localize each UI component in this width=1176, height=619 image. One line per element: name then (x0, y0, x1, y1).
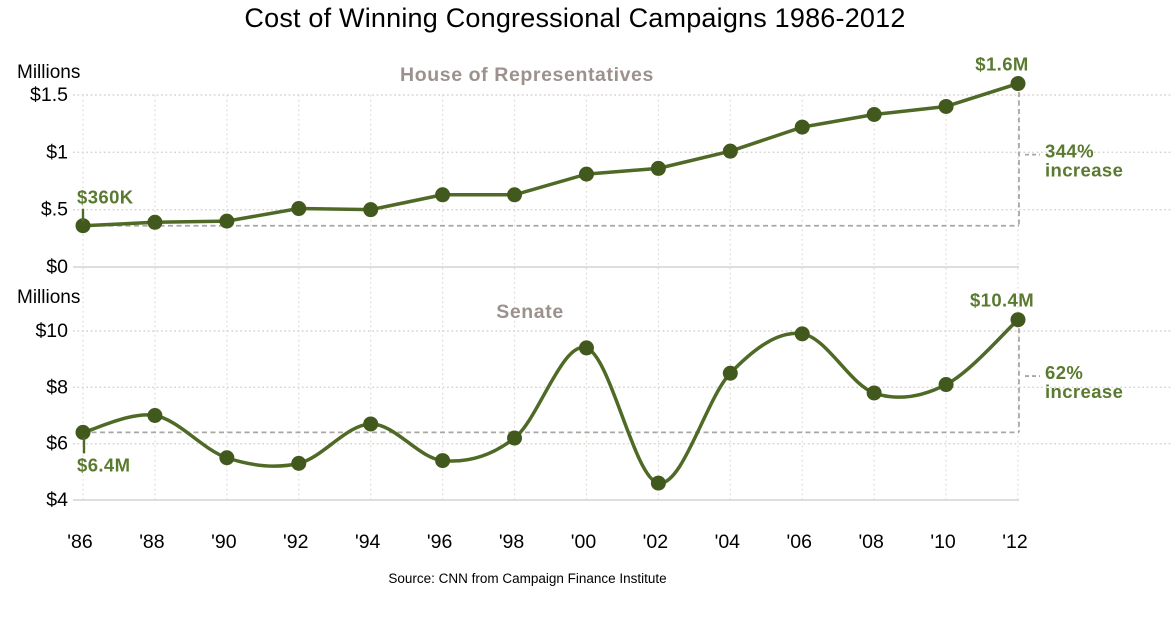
house-increase-guides (83, 83, 1040, 227)
x-tick-label: '98 (499, 531, 524, 553)
house-data-point (794, 119, 810, 135)
x-tick-label: '96 (427, 531, 452, 553)
senate-increase-guides (83, 319, 1040, 434)
x-tick-label: '08 (858, 531, 883, 553)
x-tick-label: '00 (571, 531, 597, 553)
senate-data-point (1010, 312, 1026, 328)
senate-increase-label-line1: 62% (1045, 362, 1083, 383)
house-y-tick-label: $1 (46, 141, 68, 163)
house-data-point (75, 218, 91, 234)
x-tick-label: '92 (283, 531, 308, 553)
senate-increase-label-line2: increase (1045, 381, 1123, 402)
house-data-point (507, 187, 523, 203)
senate-end-value-label: $10.4M (970, 290, 1034, 311)
house-y-tick-label: $1.5 (30, 84, 68, 106)
senate-data-point (75, 424, 91, 440)
senate-data-point (578, 340, 594, 356)
senate-data-point (938, 377, 954, 393)
x-tick-label: '06 (787, 531, 812, 553)
senate-data-point (219, 450, 235, 466)
x-tick-label: '86 (67, 531, 92, 553)
senate-y-tick-label: $8 (46, 376, 68, 398)
house-data-point (435, 187, 451, 203)
house-data-point (578, 166, 594, 182)
x-tick-label: '10 (930, 531, 956, 553)
senate-data-point (507, 430, 523, 446)
house-data-point (722, 143, 738, 159)
senate-y-tick-label: $4 (46, 489, 68, 511)
x-axis-labels: '86 '88 '90 '92 '94 '96 '98 '00 '02 '04 '06 '08 '10 '… (67, 531, 1027, 553)
house-increase-label-line1: 344% (1045, 141, 1094, 162)
x-tick-label: '90 (211, 531, 237, 553)
senate-start-value-label: $6.4M (77, 454, 130, 475)
house-panel-title: House of Representatives (400, 64, 654, 86)
senate-data-point (794, 326, 810, 342)
senate-data-point (147, 408, 163, 423)
house-data-point (219, 213, 235, 229)
house-data-point (291, 201, 307, 217)
house-start-value-label: $360K (77, 187, 134, 208)
senate-y-tick-label: $6 (46, 433, 68, 455)
senate-data-point (363, 416, 379, 432)
house-increase-label-line2: increase (1045, 160, 1123, 181)
house-data-point (147, 214, 163, 230)
senate-data-point (650, 475, 666, 491)
x-tick-label: '04 (715, 531, 741, 553)
x-tick-label: '88 (139, 531, 164, 553)
senate-y-tick-label: $10 (35, 320, 68, 342)
house-chart: $1.5 $1 $.5 $0 Millions House of Representati… (17, 54, 1172, 278)
senate-panel-title: Senate (496, 301, 564, 323)
house-data-point (363, 202, 379, 218)
senate-data-point (722, 365, 738, 381)
house-data-line (81, 81, 1020, 228)
house-axis-unit-label: Millions (17, 62, 80, 83)
senate-data-point (291, 455, 307, 471)
x-tick-label: '02 (643, 531, 668, 553)
senate-axis-unit-label: Millions (17, 287, 80, 308)
x-tick-label: '94 (355, 531, 381, 553)
senate-data-point (435, 453, 451, 469)
house-data-point (1010, 76, 1026, 92)
x-tick-label: '12 (1002, 531, 1027, 553)
house-data-point (938, 98, 954, 114)
house-y-tick-label: $0 (46, 256, 68, 278)
senate-data-point (866, 385, 882, 401)
house-data-point (866, 106, 882, 122)
house-end-value-label: $1.6M (975, 54, 1028, 75)
senate-chart: $10 $8 $6 $4 Millions Senate $6.4M $10.4M 62%inc… (17, 287, 1172, 511)
house-y-tick-label: $.5 (41, 199, 68, 221)
chart-title: Cost of Winning Congressional Campaigns … (244, 3, 906, 33)
source-attribution: Source: CNN from Campaign Finance Instit… (388, 571, 667, 586)
house-data-point (650, 160, 666, 176)
vertical-gridlines (82, 95, 1019, 500)
